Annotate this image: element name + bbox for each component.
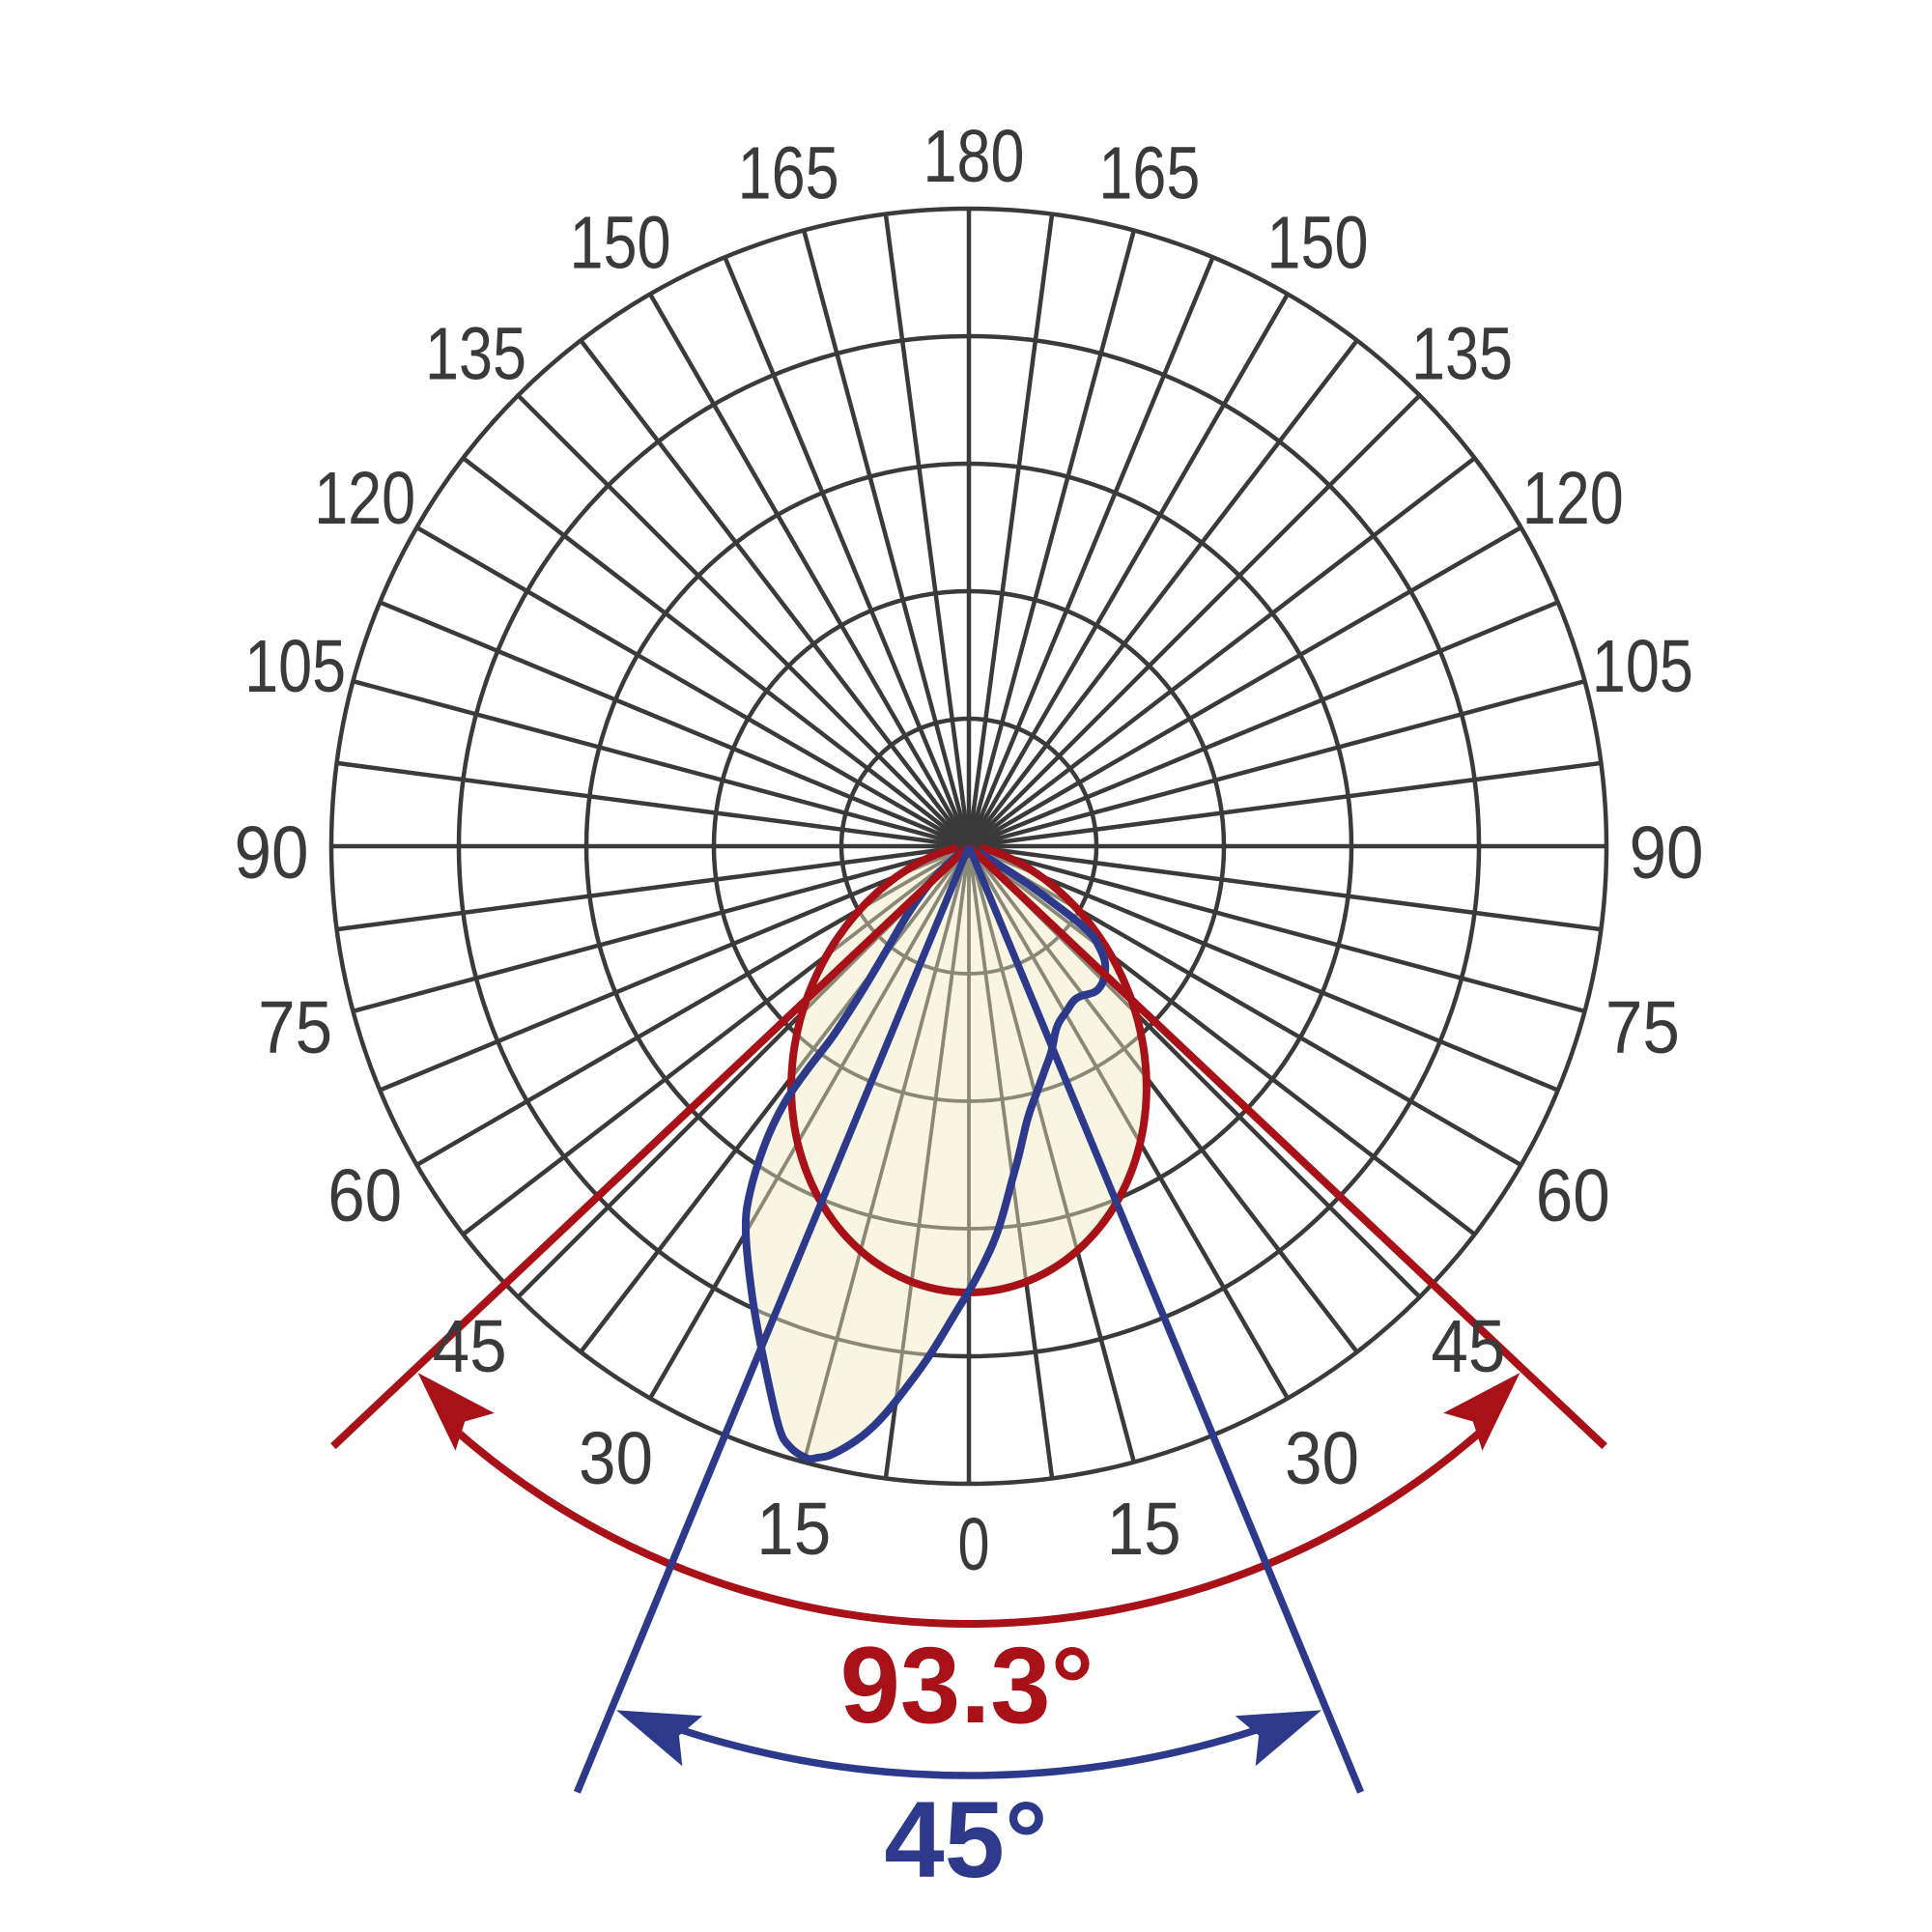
svg-text:150: 150 (1267, 202, 1369, 285)
svg-text:120: 120 (1522, 457, 1624, 540)
svg-text:30: 30 (579, 1417, 653, 1500)
svg-text:45: 45 (1431, 1305, 1505, 1388)
svg-text:105: 105 (244, 625, 346, 708)
svg-text:105: 105 (1592, 625, 1693, 708)
svg-text:180: 180 (923, 115, 1025, 198)
svg-text:60: 60 (1536, 1154, 1610, 1237)
svg-text:135: 135 (425, 313, 526, 396)
svg-text:120: 120 (314, 457, 415, 540)
svg-text:90: 90 (1630, 811, 1704, 895)
svg-text:30: 30 (1285, 1417, 1359, 1500)
svg-text:75: 75 (258, 986, 332, 1069)
svg-text:15: 15 (1107, 1488, 1181, 1571)
svg-text:60: 60 (327, 1154, 402, 1237)
svg-text:150: 150 (570, 202, 671, 285)
svg-text:45°: 45° (884, 1779, 1047, 1900)
svg-text:0: 0 (958, 1503, 990, 1586)
svg-text:93.3°: 93.3° (840, 1625, 1094, 1746)
svg-text:165: 165 (738, 132, 839, 215)
svg-text:135: 135 (1411, 313, 1513, 396)
svg-text:15: 15 (756, 1488, 831, 1571)
svg-text:45: 45 (433, 1305, 507, 1388)
svg-text:75: 75 (1605, 986, 1680, 1069)
svg-text:90: 90 (235, 811, 309, 895)
svg-text:165: 165 (1098, 132, 1200, 215)
